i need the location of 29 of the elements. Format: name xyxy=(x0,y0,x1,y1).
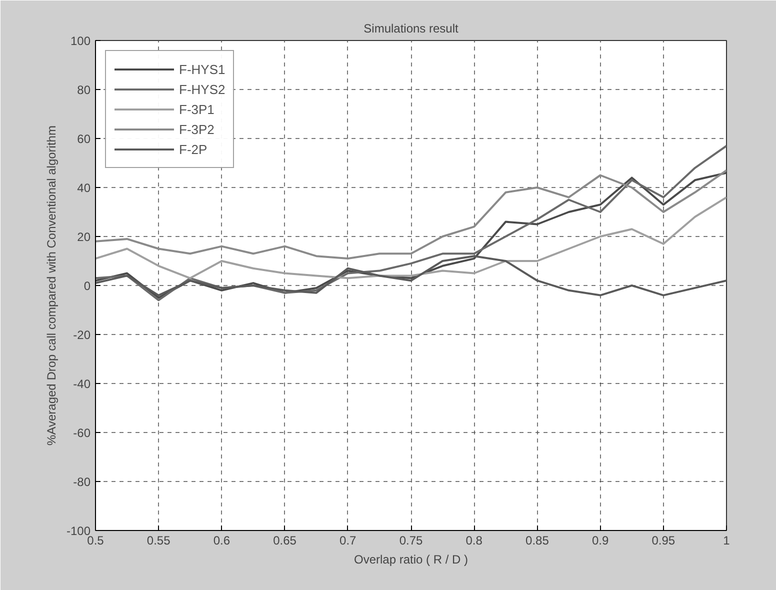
y-tick-label: -60 xyxy=(73,426,91,440)
y-tick-label: 0 xyxy=(84,279,91,293)
y-tick-label: 100 xyxy=(70,34,91,48)
x-tick-label: 0.7 xyxy=(340,534,357,548)
x-tick-label: 0.5 xyxy=(87,534,104,548)
x-tick-label: 0.55 xyxy=(146,534,171,548)
legend-label: F-3P2 xyxy=(179,122,214,136)
x-tick-label: 0.65 xyxy=(273,534,297,548)
legend-label: F-3P1 xyxy=(179,102,214,116)
x-tick-label: 0.8 xyxy=(466,534,483,548)
y-tick-label: 80 xyxy=(77,83,91,97)
legend-label: F-HYS2 xyxy=(179,82,226,96)
y-tick-label: -20 xyxy=(73,328,91,342)
x-tick-label: 0.9 xyxy=(592,534,609,548)
x-tick-label: 1 xyxy=(723,534,730,548)
x-tick-label: 0.75 xyxy=(399,534,424,548)
y-tick-label: 20 xyxy=(77,230,91,244)
x-tick-label: 0.95 xyxy=(652,534,676,548)
legend-label: F-2P xyxy=(179,142,208,156)
y-tick-label: 60 xyxy=(77,132,91,146)
y-axis-title: %Averaged Drop call compared with Conventional algorithm xyxy=(44,126,58,446)
y-tick-label: -80 xyxy=(73,475,91,489)
chart-title: Simulations result xyxy=(364,22,460,36)
y-tick-label: 40 xyxy=(77,181,91,195)
legend-label: F-HYS1 xyxy=(179,62,226,76)
x-tick-label: 0.6 xyxy=(213,534,230,548)
x-axis-title: Overlap ratio ( R / D ) xyxy=(354,552,468,566)
x-tick-label: 0.85 xyxy=(526,534,550,548)
y-tick-label: -40 xyxy=(73,377,91,391)
